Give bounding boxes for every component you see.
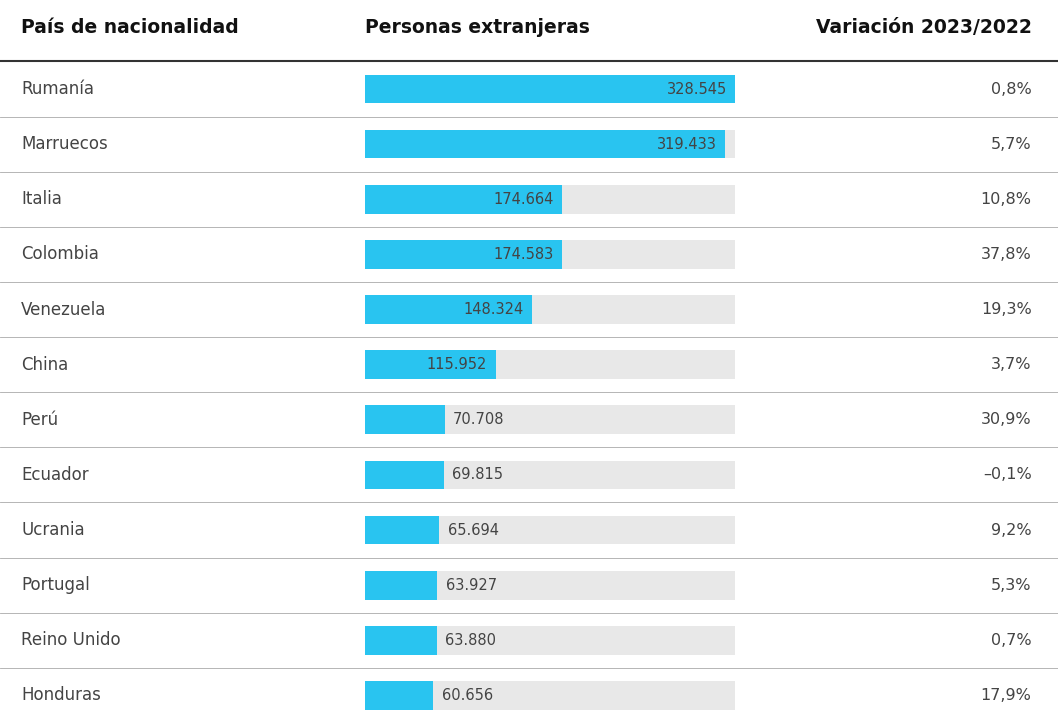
Bar [365,515,439,544]
Text: 60.656: 60.656 [442,688,493,703]
Bar [365,626,735,654]
Text: 115.952: 115.952 [426,357,488,372]
Text: 174.583: 174.583 [493,247,553,262]
Text: Perú: Perú [21,411,58,429]
Bar [365,461,443,489]
Text: 63.880: 63.880 [445,633,496,648]
Text: 30,9%: 30,9% [981,412,1032,427]
Text: Portugal: Portugal [21,576,90,594]
Text: Variación 2023/2022: Variación 2023/2022 [816,18,1032,37]
Text: Italia: Italia [21,190,62,208]
Text: Venezuela: Venezuela [21,301,107,319]
Text: 9,2%: 9,2% [991,523,1032,537]
Bar [365,74,735,103]
Bar [365,185,562,213]
Bar [365,351,496,379]
Text: 0,7%: 0,7% [991,633,1032,648]
Text: 5,7%: 5,7% [991,137,1032,152]
Text: Ucrania: Ucrania [21,521,85,539]
Bar [365,571,437,599]
Bar [365,240,735,269]
Text: Ecuador: Ecuador [21,466,89,484]
Bar [365,74,735,103]
Text: 10,8%: 10,8% [981,192,1032,207]
Bar [365,295,532,324]
Text: País de nacionalidad: País de nacionalidad [21,18,239,37]
Text: 37,8%: 37,8% [981,247,1032,262]
Bar [365,406,735,434]
Bar [365,130,735,158]
Text: Honduras: Honduras [21,686,101,704]
Text: Personas extranjeras: Personas extranjeras [365,18,590,37]
Bar [365,130,725,158]
Text: Marruecos: Marruecos [21,135,108,153]
Text: 63.927: 63.927 [445,578,496,593]
Text: 3,7%: 3,7% [991,357,1032,372]
Bar [365,461,735,489]
Text: Colombia: Colombia [21,245,99,263]
Bar [365,295,735,324]
Bar [365,185,735,213]
Text: 0,8%: 0,8% [990,82,1032,96]
Text: Rumanía: Rumanía [21,80,94,98]
Text: 319.433: 319.433 [657,137,716,152]
Text: 70.708: 70.708 [453,412,505,427]
Bar [365,571,735,599]
Text: Reino Unido: Reino Unido [21,631,121,649]
Text: 148.324: 148.324 [463,302,524,317]
Text: China: China [21,356,69,374]
Text: 5,3%: 5,3% [991,578,1032,593]
Text: 174.664: 174.664 [493,192,553,207]
Bar [365,515,735,544]
Bar [365,240,562,269]
Text: 69.815: 69.815 [452,468,504,482]
Text: 19,3%: 19,3% [981,302,1032,317]
Bar [365,406,444,434]
Text: 328.545: 328.545 [667,82,727,96]
Bar [365,351,735,379]
Bar [365,681,434,710]
Text: –0,1%: –0,1% [983,468,1032,482]
Text: 65.694: 65.694 [448,523,498,537]
Text: 17,9%: 17,9% [981,688,1032,703]
Bar [365,626,437,654]
Bar [365,681,735,710]
